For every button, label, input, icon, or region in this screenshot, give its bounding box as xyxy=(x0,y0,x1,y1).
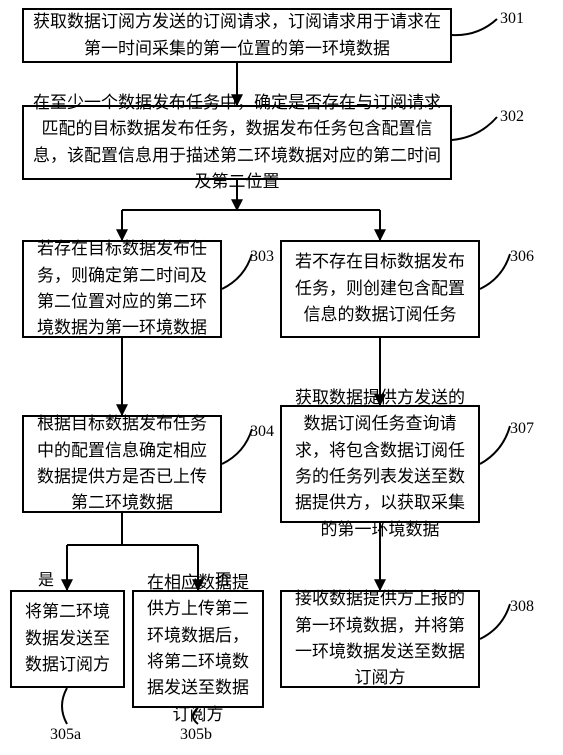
node-n306: 若不存在目标数据发布任务，则创建包含配置信息的数据订阅任务 xyxy=(280,240,480,338)
branch-label-no: 否 xyxy=(215,566,231,590)
ref-label-r302: 302 xyxy=(500,108,524,126)
node-n308: 接收数据提供方上报的第一环境数据，并将第一环境数据发送至数据订阅方 xyxy=(280,590,480,688)
ref-label-r304: 304 xyxy=(250,423,274,441)
ref-label-r305b: 305b xyxy=(180,726,212,744)
node-text-n302: 在至少一个数据发布任务中，确定是否存在与订阅请求匹配的目标数据发布任务，数据发布… xyxy=(30,90,444,195)
node-text-n301: 获取数据订阅方发送的订阅请求，订阅请求用于请求在第一时间采集的第一位置的第一环境… xyxy=(30,9,444,62)
node-text-n304: 根据目标数据发布任务中的配置信息确定相应数据提供方是否已上传第二环境数据 xyxy=(30,411,214,516)
node-n307: 获取数据提供方发送的数据订阅任务查询请求，将包含数据订阅任务的任务列表发送至数据… xyxy=(280,405,480,523)
edge-c308 xyxy=(480,604,510,639)
node-n302: 在至少一个数据发布任务中，确定是否存在与订阅请求匹配的目标数据发布任务，数据发布… xyxy=(22,105,452,180)
node-text-n305b: 在相应数据提供方上传第二环境数据后，将第二环境数据发送至数据订阅方 xyxy=(140,570,256,728)
ref-label-r303: 303 xyxy=(250,248,274,266)
edge-c305a xyxy=(62,688,67,724)
node-n305b: 在相应数据提供方上传第二环境数据后，将第二环境数据发送至数据订阅方 xyxy=(132,590,264,708)
ref-label-r307: 307 xyxy=(510,420,534,438)
node-n301: 获取数据订阅方发送的订阅请求，订阅请求用于请求在第一时间采集的第一位置的第一环境… xyxy=(22,8,452,63)
node-text-n306: 若不存在目标数据发布任务，则创建包含配置信息的数据订阅任务 xyxy=(288,249,472,328)
node-n303: 若存在目标数据发布任务，则确定第二时间及第二位置对应的第二环境数据为第一环境数据 xyxy=(22,240,222,338)
node-text-n308: 接收数据提供方上报的第一环境数据，并将第一环境数据发送至数据订阅方 xyxy=(288,586,472,691)
edge-c307 xyxy=(480,426,510,464)
ref-label-r306: 306 xyxy=(510,248,534,266)
edge-c301 xyxy=(452,19,497,35)
ref-label-r301: 301 xyxy=(500,10,524,28)
edge-c302 xyxy=(452,117,497,140)
node-text-n303: 若存在目标数据发布任务，则确定第二时间及第二位置对应的第二环境数据为第一环境数据 xyxy=(30,236,214,341)
edge-c304 xyxy=(222,429,252,464)
edge-c306 xyxy=(480,254,510,289)
ref-label-r308: 308 xyxy=(510,598,534,616)
node-text-n307: 获取数据提供方发送的数据订阅任务查询请求，将包含数据订阅任务的任务列表发送至数据… xyxy=(288,385,472,543)
node-text-n305a: 将第二环境数据发送至数据订阅方 xyxy=(18,599,117,678)
node-n304: 根据目标数据发布任务中的配置信息确定相应数据提供方是否已上传第二环境数据 xyxy=(22,415,222,513)
ref-label-r305a: 305a xyxy=(50,726,81,744)
branch-label-yes: 是 xyxy=(38,566,54,590)
node-n305a: 将第二环境数据发送至数据订阅方 xyxy=(10,590,125,688)
edge-c303 xyxy=(222,254,252,289)
